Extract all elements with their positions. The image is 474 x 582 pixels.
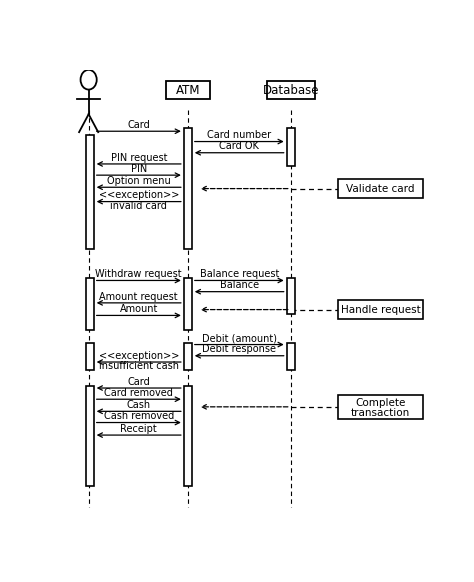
Text: Validate card: Validate card bbox=[346, 183, 415, 194]
Text: Amount request: Amount request bbox=[100, 292, 178, 301]
Bar bbox=[338, 300, 423, 319]
Bar bbox=[267, 81, 315, 99]
Text: Card removed: Card removed bbox=[104, 388, 173, 398]
Bar bbox=[166, 81, 210, 99]
Bar bbox=[184, 386, 192, 486]
Text: PIN: PIN bbox=[131, 164, 147, 174]
Bar bbox=[338, 179, 423, 198]
Text: Card: Card bbox=[128, 120, 150, 130]
Text: Card number: Card number bbox=[207, 130, 271, 140]
Bar bbox=[287, 278, 295, 314]
Text: Balance: Balance bbox=[219, 281, 259, 290]
Text: Handle request: Handle request bbox=[341, 304, 420, 315]
Text: Amount: Amount bbox=[119, 304, 158, 314]
Bar bbox=[287, 343, 295, 370]
Text: PIN request: PIN request bbox=[110, 152, 167, 162]
Text: <<exception>>: <<exception>> bbox=[99, 351, 179, 361]
Text: invalid card: invalid card bbox=[110, 201, 167, 211]
Bar bbox=[184, 128, 192, 249]
Bar bbox=[86, 343, 94, 370]
Text: Card: Card bbox=[128, 377, 150, 386]
Bar bbox=[86, 386, 94, 486]
Text: Complete: Complete bbox=[356, 398, 406, 408]
Bar bbox=[338, 395, 423, 419]
Bar bbox=[86, 135, 94, 249]
Text: insufficient cash: insufficient cash bbox=[99, 361, 179, 371]
Text: Withdraw request: Withdraw request bbox=[95, 269, 182, 279]
Bar bbox=[184, 343, 192, 370]
Text: Debit (amount): Debit (amount) bbox=[202, 333, 277, 343]
Text: Option menu: Option menu bbox=[107, 176, 171, 186]
Text: Balance request: Balance request bbox=[200, 269, 279, 279]
Bar bbox=[86, 278, 94, 330]
Text: Debit response: Debit response bbox=[202, 345, 276, 354]
Bar bbox=[184, 278, 192, 330]
Text: transaction: transaction bbox=[351, 407, 410, 418]
Text: Receipt: Receipt bbox=[120, 424, 157, 434]
Text: Card OK: Card OK bbox=[219, 141, 259, 151]
Text: ATM: ATM bbox=[175, 83, 200, 97]
Text: Cash: Cash bbox=[127, 400, 151, 410]
Text: Database: Database bbox=[263, 83, 319, 97]
Text: <<exception>>: <<exception>> bbox=[99, 190, 179, 200]
Bar bbox=[287, 128, 295, 166]
Text: Cash removed: Cash removed bbox=[104, 411, 174, 421]
